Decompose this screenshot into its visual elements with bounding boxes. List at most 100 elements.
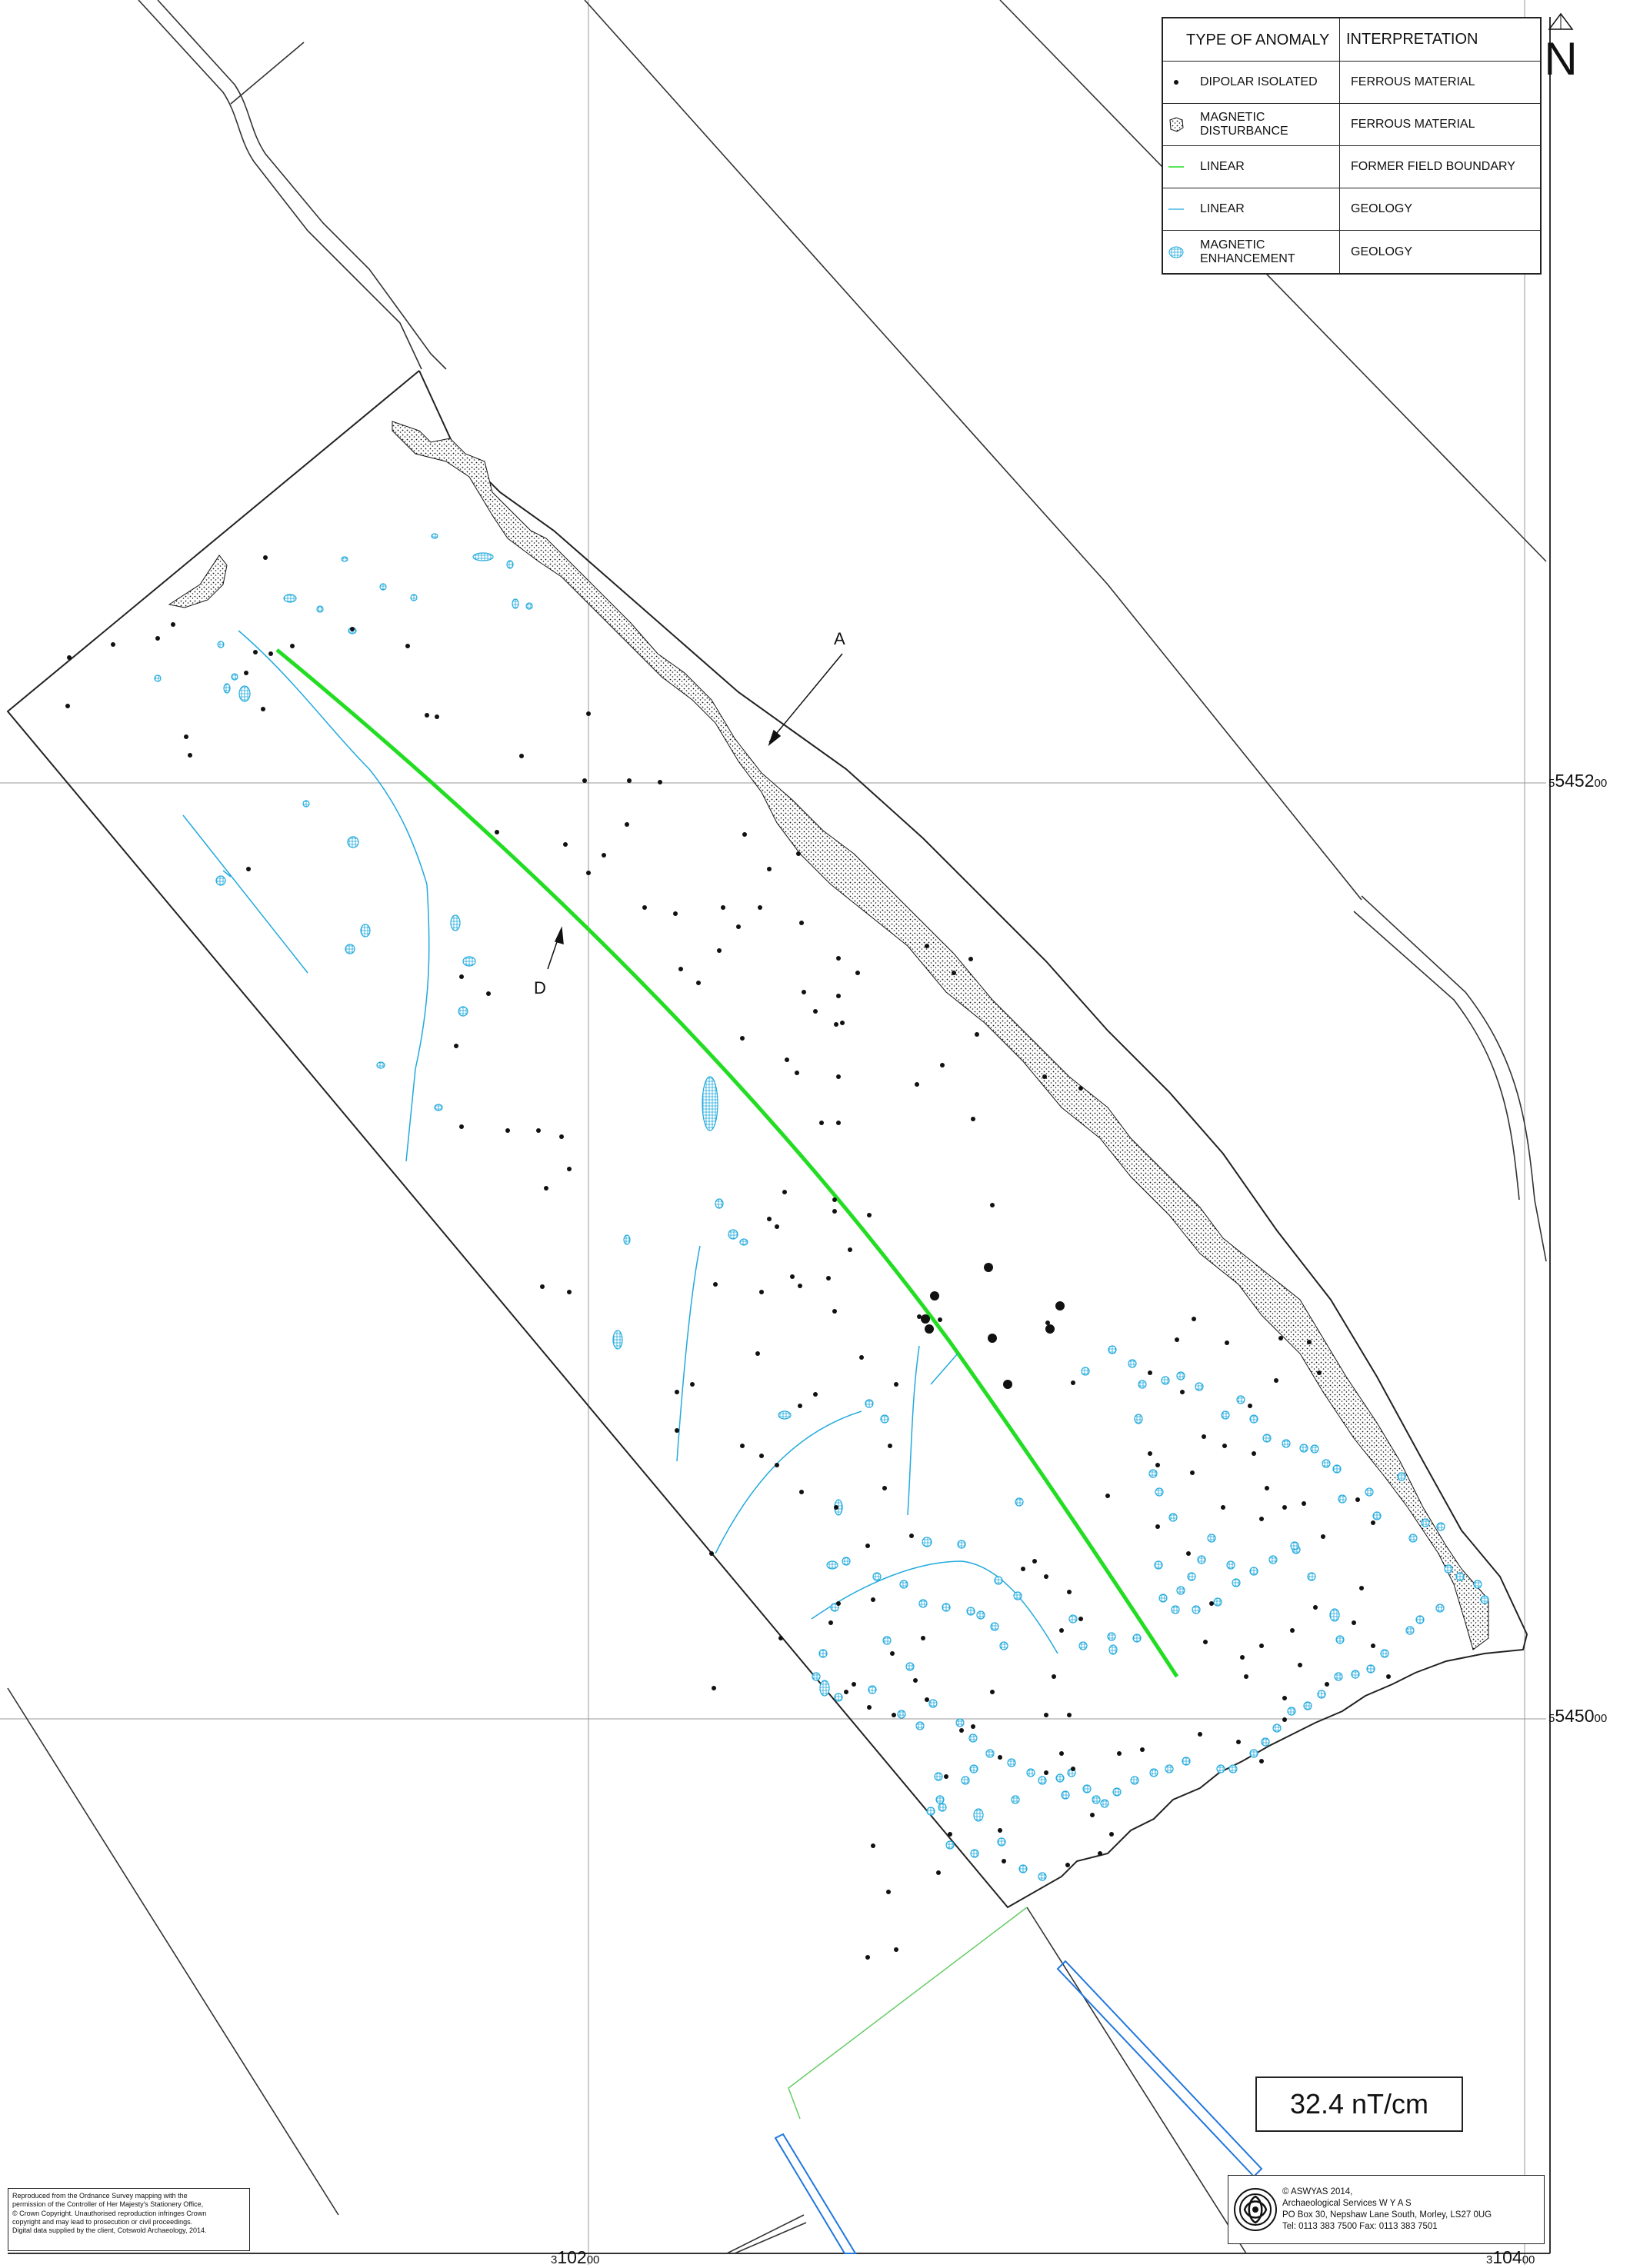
magnetic-enhancement-patch xyxy=(830,1603,839,1612)
dipole-dot xyxy=(938,1317,942,1322)
road-edge-inner xyxy=(157,0,447,370)
dipole-dot xyxy=(940,1063,945,1067)
dipole-dot xyxy=(736,924,741,929)
dipole-dot xyxy=(782,1190,787,1194)
dipole-dot xyxy=(796,851,801,856)
magnetic-enhancement-patch xyxy=(1011,1795,1020,1804)
dipole-dot xyxy=(1044,1574,1048,1579)
magnetic-enhancement-patch xyxy=(1303,1701,1312,1710)
dipole-dot xyxy=(844,1690,848,1694)
dipole-dot xyxy=(832,1309,837,1314)
magnetic-enhancement-patch xyxy=(969,1764,978,1773)
magnetic-enhancement-patch xyxy=(935,1795,945,1804)
dipole-dot xyxy=(65,704,70,708)
magnetic-enhancement-patch xyxy=(1149,1768,1158,1777)
dipole-dot xyxy=(602,853,606,858)
dipole-dot xyxy=(495,830,499,834)
magnetic-enhancement-patch xyxy=(880,1414,889,1424)
dipole-dot xyxy=(836,1074,841,1079)
magnetic-enhancement-patch xyxy=(1092,1795,1101,1804)
magnetic-enhancement-patch xyxy=(283,594,297,603)
magnetic-enhancement-patch xyxy=(525,602,533,610)
easting-right-small: 00 xyxy=(1522,2253,1535,2266)
magnetic-enhancement-patch xyxy=(1421,1518,1430,1527)
dipole-dot xyxy=(486,991,491,996)
magnetic-enhancement-patch xyxy=(506,560,514,569)
magnetic-enhancement-patch xyxy=(961,1776,970,1785)
northing-top-main: 5452 xyxy=(1555,771,1595,791)
dipole-dot xyxy=(155,636,160,641)
scale-label: 32.4 nT/cm xyxy=(1255,2077,1463,2132)
dipole-dot xyxy=(832,1209,837,1214)
dipole-dot xyxy=(755,1351,760,1356)
dipole-dot xyxy=(1359,1586,1364,1590)
disturbance-zone-west xyxy=(168,555,228,608)
legend-row: LINEAR FORMER FIELD BOUNDARY xyxy=(1163,146,1540,188)
dipole-dot xyxy=(813,1392,818,1397)
magnetic-enhancement-patch xyxy=(1249,1567,1258,1576)
dipole-dot xyxy=(582,778,587,783)
easting-right-main: 104 xyxy=(1492,2247,1522,2267)
dipole-dot xyxy=(1105,1494,1110,1498)
dipole-dot xyxy=(721,905,725,910)
dipole-dot xyxy=(990,1203,995,1207)
dipole-dot xyxy=(1252,1451,1256,1456)
magnetic-enhancement-patch xyxy=(316,605,324,613)
dipole-dot xyxy=(1148,1451,1152,1456)
dipole-dot xyxy=(536,1128,541,1133)
dipole-dot xyxy=(799,921,804,925)
magnetic-enhancement-patch xyxy=(968,1733,978,1743)
dipole-dot xyxy=(505,1128,510,1133)
magnetic-enhancement-patch xyxy=(154,674,162,682)
northing-bottom-prefix: 5 xyxy=(1548,1712,1555,1725)
legend-interpretation: FERROUS MATERIAL xyxy=(1351,75,1475,88)
dipole-dot xyxy=(673,911,678,916)
water-pipe xyxy=(774,1960,1263,2254)
magnetic-enhancement-patch xyxy=(1192,1605,1201,1614)
dipole-dot xyxy=(678,967,683,971)
magnetic-enhancement-patch xyxy=(1405,1626,1415,1635)
magnetic-enhancement-patch xyxy=(347,836,359,848)
magnetic-enhancement-patch xyxy=(1232,1578,1241,1587)
dipole-dot xyxy=(1321,1534,1325,1539)
magnetic-enhancement-patch xyxy=(1287,1707,1296,1716)
magnetic-enhancement-patch xyxy=(997,1837,1006,1847)
dipole-dot xyxy=(855,971,860,975)
dipole-dot xyxy=(1259,1517,1264,1521)
dipole-dot xyxy=(1175,1337,1179,1342)
dipole-dot xyxy=(917,1314,922,1319)
dipole-dot xyxy=(1282,1696,1287,1700)
dipole-dot xyxy=(759,1290,764,1294)
magnetic-enhancement-patch xyxy=(431,533,438,539)
magnetic-enhancement-patch xyxy=(1455,1572,1465,1581)
magnetic-enhancement-patch xyxy=(990,1622,999,1631)
dipole-dot xyxy=(1225,1340,1229,1345)
easting-left-small: 00 xyxy=(586,2253,600,2266)
north-label: N xyxy=(1544,33,1578,85)
dipole-dot-large xyxy=(1003,1380,1012,1389)
magnetic-enhancement-patch xyxy=(217,641,225,648)
dipole-dot xyxy=(1155,1524,1160,1529)
magnetic-enhancement-patch xyxy=(1249,1749,1258,1758)
magnetic-enhancement-patch xyxy=(973,1808,984,1822)
magnetic-enhancement-patch xyxy=(379,583,387,591)
dipole-dot xyxy=(1140,1747,1145,1752)
dipole-dot xyxy=(913,1678,918,1683)
legend-row: DIPOLAR ISOLATED FERROUS MATERIAL xyxy=(1163,62,1540,104)
magnetic-enhancement-patch xyxy=(812,1672,821,1681)
dipole-dot xyxy=(544,1186,548,1191)
copyright-line: Reproduced from the Ordnance Survey mapp… xyxy=(12,2192,188,2200)
dipole-dot xyxy=(1155,1463,1160,1467)
dipole-dot xyxy=(1078,1086,1083,1091)
magnetic-enhancement-patch xyxy=(1307,1572,1316,1581)
dipole-dot xyxy=(742,832,747,837)
dipole-dot xyxy=(836,1601,841,1606)
magnetic-enhancement-patch xyxy=(1061,1790,1070,1800)
dipole-dot xyxy=(759,1454,764,1458)
dipole-dot xyxy=(1059,1628,1064,1633)
dipole-dot xyxy=(1045,1321,1050,1325)
dipole-dot xyxy=(425,713,429,718)
dipole-dot xyxy=(696,981,701,985)
magnetic-enhancement-patch xyxy=(955,1718,965,1727)
magnetic-enhancement-patch xyxy=(1107,1632,1116,1641)
